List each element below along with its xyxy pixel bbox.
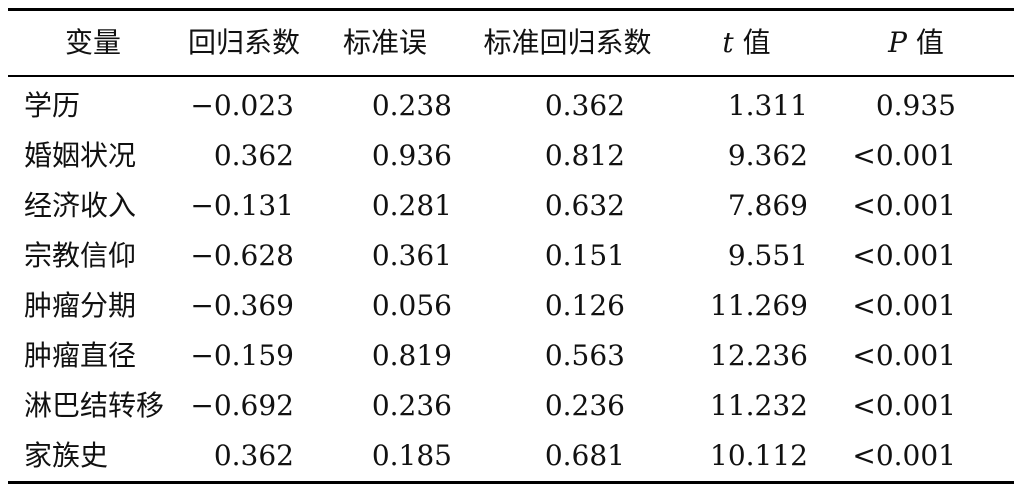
cell-se: 0.238 <box>371 89 452 122</box>
table-body: 学历 −0.023 0.238 0.362 1.311 0.935 婚姻状况 0… <box>8 76 1014 483</box>
table-row: 婚姻状况 0.362 0.936 0.812 9.362 <0.001 <box>8 131 1014 181</box>
table-header: 变量 回归系数 标准误 标准回归系数 t 值 P 值 <box>8 9 1014 77</box>
cell-se: 0.361 <box>371 239 452 272</box>
header-p-value: P 值 <box>818 10 1014 77</box>
cell-coef: −0.159 <box>190 339 294 372</box>
cell-se: 0.281 <box>371 189 452 222</box>
cell-t: 1.311 <box>727 89 808 122</box>
table-row: 淋巴结转移 −0.692 0.236 0.236 11.232 <0.001 <box>8 381 1014 431</box>
cell-coef: −0.023 <box>190 89 294 122</box>
regression-table-container: 变量 回归系数 标准误 标准回归系数 t 值 P 值 学历 −0.023 0.2… <box>8 8 1014 484</box>
header-t-value: t 值 <box>675 10 818 77</box>
cell-std-coef: 0.126 <box>544 289 625 322</box>
table-row: 经济收入 −0.131 0.281 0.632 7.869 <0.001 <box>8 181 1014 231</box>
cell-variable: 淋巴结转移 <box>24 389 165 422</box>
cell-p: <0.001 <box>852 389 956 422</box>
cell-variable: 学历 <box>24 89 81 122</box>
header-std-coef: 标准回归系数 <box>483 26 652 59</box>
cell-coef: −0.692 <box>190 389 294 422</box>
cell-coef: −0.131 <box>190 189 294 222</box>
cell-std-coef: 0.812 <box>544 139 625 172</box>
cell-se: 0.236 <box>371 389 452 422</box>
cell-se: 0.819 <box>371 339 452 372</box>
header-p-symbol: P <box>888 26 907 59</box>
cell-se: 0.936 <box>371 139 452 172</box>
header-row: 变量 回归系数 标准误 标准回归系数 t 值 P 值 <box>8 9 1014 77</box>
cell-p: <0.001 <box>852 289 956 322</box>
cell-variable: 肿瘤直径 <box>24 339 137 372</box>
cell-variable: 婚姻状况 <box>24 139 137 172</box>
header-t-suffix: 值 <box>733 26 771 59</box>
cell-t: 7.869 <box>727 189 808 222</box>
cell-p: <0.001 <box>852 139 956 172</box>
cell-se: 0.185 <box>371 439 452 472</box>
cell-coef: 0.362 <box>213 439 294 472</box>
cell-t: 11.269 <box>710 289 808 322</box>
cell-std-coef: 0.563 <box>544 339 625 372</box>
cell-t: 11.232 <box>710 389 808 422</box>
header-se: 标准误 <box>342 26 427 59</box>
cell-t: 10.112 <box>710 439 808 472</box>
cell-coef: 0.362 <box>213 139 294 172</box>
header-coef: 回归系数 <box>187 26 300 59</box>
regression-table: 变量 回归系数 标准误 标准回归系数 t 值 P 值 学历 −0.023 0.2… <box>8 8 1014 484</box>
cell-t: 9.551 <box>727 239 808 272</box>
cell-variable: 家族史 <box>24 439 109 472</box>
cell-std-coef: 0.681 <box>544 439 625 472</box>
cell-variable: 宗教信仰 <box>24 239 137 272</box>
header-p-suffix: 值 <box>906 26 944 59</box>
table-row: 肿瘤分期 −0.369 0.056 0.126 11.269 <0.001 <box>8 281 1014 331</box>
cell-variable: 肿瘤分期 <box>24 289 137 322</box>
cell-p: <0.001 <box>852 239 956 272</box>
cell-t: 9.362 <box>727 139 808 172</box>
cell-variable: 经济收入 <box>24 189 137 222</box>
cell-std-coef: 0.362 <box>544 89 625 122</box>
header-t-symbol: t <box>722 26 734 59</box>
cell-p: <0.001 <box>852 439 956 472</box>
cell-p: <0.001 <box>852 339 956 372</box>
table-row: 学历 −0.023 0.238 0.362 1.311 0.935 <box>8 76 1014 131</box>
cell-se: 0.056 <box>371 289 452 322</box>
cell-coef: −0.369 <box>190 289 294 322</box>
cell-coef: −0.628 <box>190 239 294 272</box>
header-variable: 变量 <box>64 26 121 59</box>
cell-std-coef: 0.632 <box>544 189 625 222</box>
cell-std-coef: 0.236 <box>544 389 625 422</box>
cell-p: <0.001 <box>852 189 956 222</box>
cell-p: 0.935 <box>875 89 956 122</box>
table-row: 宗教信仰 −0.628 0.361 0.151 9.551 <0.001 <box>8 231 1014 281</box>
cell-t: 12.236 <box>710 339 808 372</box>
table-row: 肿瘤直径 −0.159 0.819 0.563 12.236 <0.001 <box>8 331 1014 381</box>
table-row: 家族史 0.362 0.185 0.681 10.112 <0.001 <box>8 431 1014 483</box>
cell-std-coef: 0.151 <box>544 239 625 272</box>
